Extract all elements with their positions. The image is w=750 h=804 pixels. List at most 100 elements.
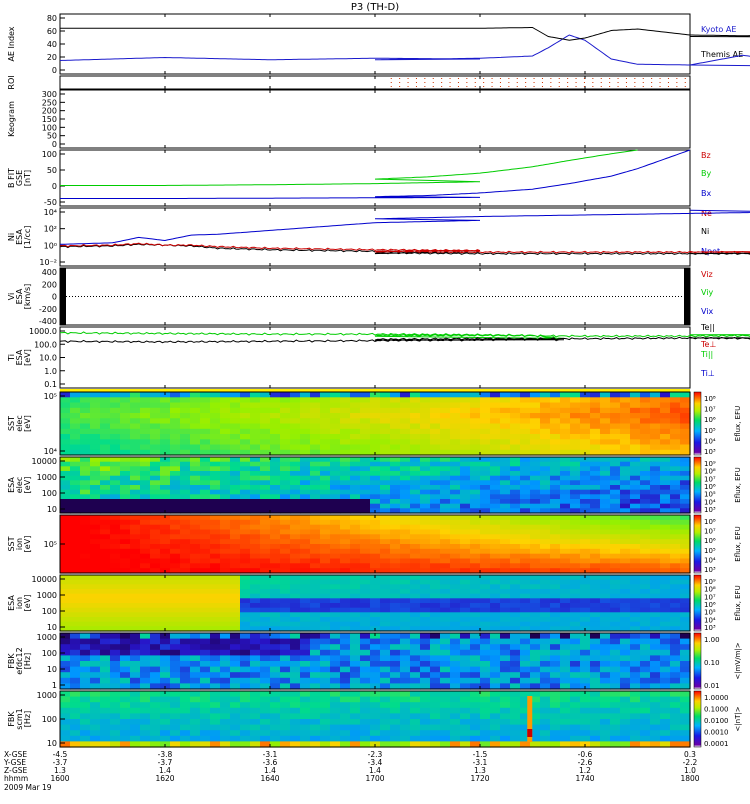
heatmap-cell <box>70 638 81 645</box>
heatmap-cell <box>570 553 581 560</box>
heatmap-cell <box>440 735 451 742</box>
heatmap-cell <box>370 489 381 495</box>
heatmap-cell <box>230 702 241 709</box>
heatmap-cell <box>680 626 691 632</box>
heatmap-cell <box>430 691 441 698</box>
heatmap-cell <box>680 719 691 726</box>
heatmap-cell <box>330 672 341 679</box>
heatmap-cell <box>440 553 451 560</box>
heatmap-cell <box>670 553 681 560</box>
heatmap-cell <box>60 584 71 590</box>
heatmap-cell <box>400 724 411 731</box>
heatmap-cell <box>680 702 691 709</box>
heatmap-cell <box>620 515 631 521</box>
heatmap-cell <box>310 741 321 748</box>
heatmap-cell <box>520 499 531 505</box>
heatmap-cell <box>400 534 411 540</box>
heatmap-cell <box>120 735 131 742</box>
heatmap-cell <box>480 519 491 526</box>
heatmap-cell <box>280 418 291 425</box>
heatmap-cell <box>640 638 651 645</box>
heatmap-cell <box>280 503 291 509</box>
heatmap-cell <box>580 529 591 535</box>
roi-mark <box>483 78 485 79</box>
heatmap-cell <box>110 579 121 585</box>
heatmap-cell <box>440 626 451 632</box>
heatmap-cell <box>580 607 591 613</box>
heatmap-cell <box>390 457 401 463</box>
heatmap-cell <box>590 553 601 560</box>
heatmap-cell <box>530 724 541 731</box>
heatmap-cell <box>490 575 501 581</box>
heatmap-cell <box>100 519 111 526</box>
heatmap-cell <box>370 563 381 569</box>
heatmap-cell <box>550 471 561 477</box>
heatmap-cell <box>470 735 481 742</box>
heatmap-cell <box>110 515 121 521</box>
heatmap-cell <box>670 598 681 604</box>
heatmap-cell <box>220 563 231 569</box>
x-axis-value: 1600 <box>50 774 69 783</box>
heatmap-cell <box>380 649 391 656</box>
heatmap-cell <box>180 575 191 581</box>
heatmap-cell <box>390 644 401 651</box>
heatmap-cell <box>230 489 241 495</box>
heatmap-cell <box>100 494 111 500</box>
heatmap-cell <box>270 563 281 569</box>
y-tick-label: 100.0 <box>34 340 57 349</box>
heatmap-cell <box>120 434 131 440</box>
heatmap-cell <box>80 655 91 662</box>
heatmap-cell <box>200 593 211 599</box>
heatmap-cell <box>240 489 251 495</box>
heatmap-cell <box>290 607 301 613</box>
heatmap-cell <box>250 392 261 398</box>
heatmap-cell <box>660 428 671 435</box>
y-tick-label: 100 <box>42 489 57 498</box>
heatmap-cell <box>120 661 131 668</box>
heatmap-cell <box>640 439 651 446</box>
heatmap-cell <box>60 672 71 679</box>
heatmap-cell <box>170 719 181 726</box>
heatmap-cell <box>340 529 351 535</box>
heatmap-cell <box>150 544 161 550</box>
heatmap-cell <box>600 563 611 569</box>
heatmap-cell <box>570 449 581 456</box>
heatmap-cell <box>490 397 501 404</box>
heatmap-cell <box>470 563 481 569</box>
heatmap-cell <box>490 524 501 531</box>
heatmap-cell <box>300 471 311 477</box>
heatmap-cell <box>140 515 151 521</box>
heatmap-cell <box>240 515 251 521</box>
heatmap-cell <box>550 655 561 662</box>
heatmap-cell <box>330 696 341 703</box>
heatmap-cell <box>420 612 431 618</box>
heatmap-cell <box>180 735 191 742</box>
heatmap-cell <box>580 612 591 618</box>
colorbar-tick-label: 10⁷ <box>704 475 716 483</box>
heatmap-cell <box>300 584 311 590</box>
heatmap-cell <box>400 553 411 560</box>
heatmap-cell <box>390 724 401 731</box>
heatmap-cell <box>60 471 71 477</box>
heatmap-cell <box>210 392 221 398</box>
heatmap-cell <box>170 489 181 495</box>
heatmap-cell <box>200 434 211 440</box>
data-gap-marker <box>60 268 66 325</box>
heatmap-cell <box>300 707 311 714</box>
heatmap-cell <box>450 539 461 545</box>
heatmap-cell <box>200 392 211 398</box>
heatmap-cell <box>630 741 641 748</box>
heatmap-cell <box>600 579 611 585</box>
heatmap-cell <box>660 515 671 521</box>
heatmap-cell <box>250 457 261 463</box>
heatmap-cell <box>180 617 191 623</box>
heatmap-cell <box>200 655 211 662</box>
heatmap-cell <box>80 457 91 463</box>
heatmap-cell <box>610 575 621 581</box>
heatmap-cell <box>70 428 81 435</box>
heatmap-cell <box>480 702 491 709</box>
heatmap-cell <box>250 397 261 404</box>
heatmap-cell <box>680 539 691 545</box>
heatmap-cell <box>140 683 151 690</box>
heatmap-cell <box>220 475 231 481</box>
